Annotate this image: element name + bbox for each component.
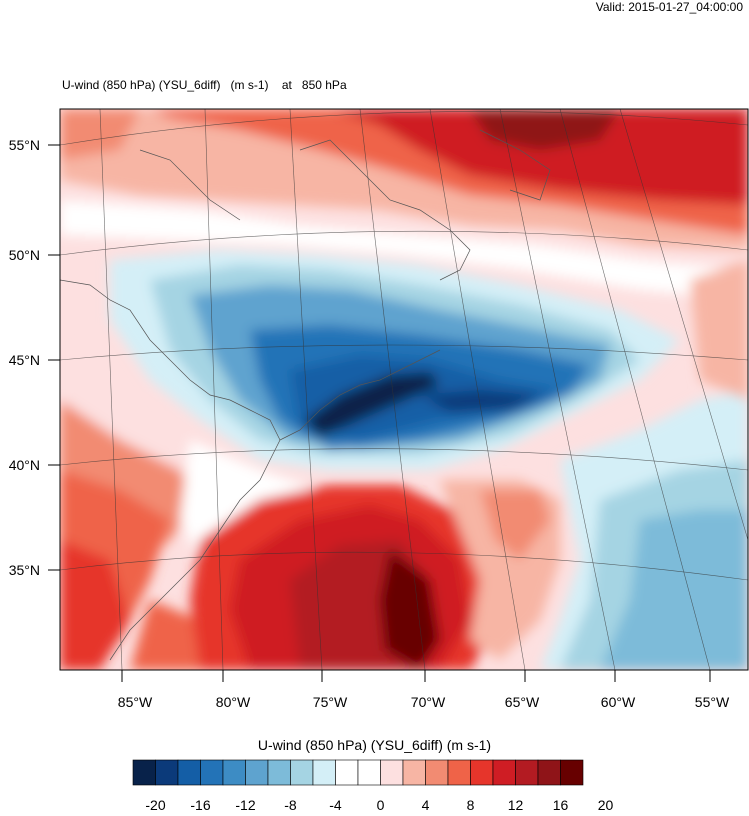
colorbar-tick-label: 12 xyxy=(508,797,524,813)
lon-label: 85°W xyxy=(118,694,153,710)
colorbar-tick-label: 8 xyxy=(467,797,475,813)
title-at: at xyxy=(281,78,292,92)
coastlines xyxy=(60,129,551,661)
lon-label: 55°W xyxy=(695,694,730,710)
title-level: 850 hPa xyxy=(301,78,347,92)
colorbar-swatch xyxy=(447,759,471,786)
colorbar-tick-label: -12 xyxy=(235,797,255,813)
colorbar-tick-label: -16 xyxy=(190,797,210,813)
title-units: (m s-1) xyxy=(230,78,269,92)
colorbar-swatch xyxy=(537,759,561,786)
lat-label: 50°N xyxy=(9,247,40,263)
lon-label: 65°W xyxy=(505,694,540,710)
map-frame xyxy=(59,108,749,671)
colorbar-swatch xyxy=(200,759,224,786)
colorbar-swatch xyxy=(560,759,584,786)
colorbar-swatch xyxy=(515,759,539,786)
lat-axis: 55°N 50°N 45°N 40°N 35°N xyxy=(9,137,60,578)
lon-label: 75°W xyxy=(313,694,348,710)
colorbar-swatch xyxy=(155,759,179,786)
colorbar-swatch xyxy=(492,759,516,786)
colorbar-swatch xyxy=(267,759,291,786)
colorbar-tick-label: 4 xyxy=(422,797,430,813)
colorbar-swatch xyxy=(425,759,449,786)
colorbar-swatch xyxy=(177,759,201,786)
colorbar-tick-label: -8 xyxy=(284,797,297,813)
colorbar-tick-label: 16 xyxy=(553,797,569,813)
lon-axis: 85°W 80°W 75°W 70°W 65°W 60°W 55°W xyxy=(118,670,730,710)
lon-label: 70°W xyxy=(411,694,446,710)
colorbar-swatch xyxy=(245,759,269,786)
colorbar-title: U-wind (850 hPa) (YSU_6diff) (m s-1) xyxy=(257,737,492,753)
plot-title: U-wind (850 hPa) (YSU_6diff) (m s-1) at … xyxy=(62,78,347,92)
valid-time-label: Valid: 2015-01-27_04:00:00 xyxy=(595,0,743,14)
lat-label: 35°N xyxy=(9,562,40,578)
colorbar-tick-label: -20 xyxy=(145,797,165,813)
colorbar-tick-label: 0 xyxy=(377,797,385,813)
colorbar-swatch xyxy=(402,759,426,786)
lon-label: 60°W xyxy=(601,694,636,710)
wind-field xyxy=(60,109,748,670)
colorbar-swatch xyxy=(222,759,246,786)
colorbar-swatch xyxy=(357,759,381,786)
colorbar-swatch xyxy=(470,759,494,786)
colorbar-swatch xyxy=(380,759,404,786)
colorbar-swatch xyxy=(335,759,359,786)
lat-label: 55°N xyxy=(9,137,40,153)
lat-label: 45°N xyxy=(9,352,40,368)
colorbar-tick-label: -4 xyxy=(329,797,342,813)
colorbar-swatch xyxy=(290,759,314,786)
colorbar xyxy=(132,759,584,786)
lon-label: 80°W xyxy=(216,694,251,710)
colorbar-labels: -20 -16 -12 -8 -4 0 4 8 12 16 20 xyxy=(145,797,613,813)
colorbar-swatch xyxy=(312,759,336,786)
title-field: U-wind (850 hPa) (YSU_6diff) xyxy=(62,78,221,92)
colorbar-swatch xyxy=(132,759,156,786)
colorbar-tick-label: 20 xyxy=(598,797,614,813)
lat-label: 40°N xyxy=(9,457,40,473)
map-graticule xyxy=(60,109,748,670)
